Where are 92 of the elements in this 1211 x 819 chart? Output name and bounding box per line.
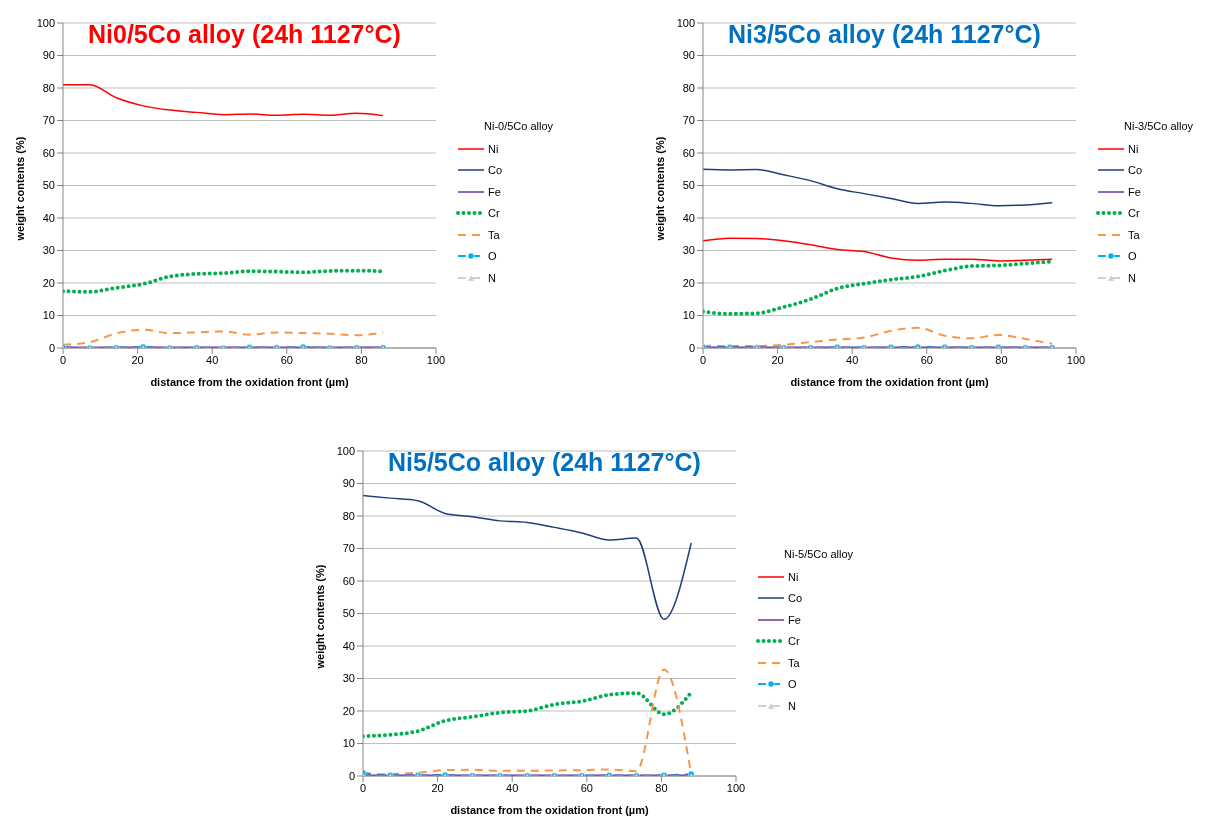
y-tick-label: 40 xyxy=(342,639,355,652)
x-tick-label: 80 xyxy=(995,353,1008,366)
legend-label: Ni xyxy=(488,142,499,155)
x-tick-label: 40 xyxy=(506,781,519,794)
y-tick-label: 80 xyxy=(682,81,695,94)
legend-label: Cr xyxy=(1128,207,1140,220)
legend-label: Co xyxy=(788,592,803,605)
x-tick-label: 100 xyxy=(426,353,446,366)
legend-title: Ni-3/5Co alloy xyxy=(1124,120,1194,132)
x-tick-label: 80 xyxy=(655,781,668,794)
y-tick-label: 60 xyxy=(42,146,55,159)
x-tick-label: 60 xyxy=(580,781,593,794)
x-tick-label: 80 xyxy=(355,353,368,366)
y-tick-label: 100 xyxy=(336,444,355,457)
legend-label: Co xyxy=(488,164,503,177)
y-tick-label: 60 xyxy=(342,574,355,587)
x-tick-label: 0 xyxy=(359,781,367,794)
y-axis-title: weight contents (%) xyxy=(13,136,26,242)
line-series xyxy=(363,494,692,621)
line-series xyxy=(363,690,694,739)
legend-title: Ni-0/5Co alloy xyxy=(484,120,554,132)
line-series xyxy=(363,668,693,776)
y-axis-title: weight contents (%) xyxy=(313,564,326,670)
y-tick-label: 90 xyxy=(42,49,55,62)
legend-label: N xyxy=(488,271,496,284)
line-series xyxy=(703,326,1054,348)
x-axis-title: distance from the oxidation front (µm) xyxy=(150,376,349,388)
y-tick-label: 50 xyxy=(42,179,55,192)
x-tick-label: 20 xyxy=(131,353,144,366)
y-tick-label: 100 xyxy=(36,16,55,29)
y-tick-label: 30 xyxy=(342,672,355,685)
chart-title: Ni0/5Co alloy (24h 1127°C) xyxy=(88,20,401,49)
y-tick-label: 70 xyxy=(682,114,695,127)
legend-label: Fe xyxy=(788,613,801,626)
x-tick-label: 60 xyxy=(280,353,293,366)
y-tick-label: 50 xyxy=(682,179,695,192)
y-tick-label: 40 xyxy=(42,211,55,224)
legend-label: N xyxy=(788,699,796,712)
y-tick-label: 50 xyxy=(342,607,355,620)
line-series xyxy=(703,168,1053,207)
y-tick-label: 20 xyxy=(342,704,355,717)
line-series xyxy=(63,328,385,346)
legend-label: Cr xyxy=(488,207,500,220)
x-tick-label: 0 xyxy=(59,353,67,366)
y-tick-label: 30 xyxy=(42,244,55,257)
y-tick-label: 70 xyxy=(342,542,355,555)
y-tick-label: 20 xyxy=(42,276,55,289)
chart-title: Ni5/5Co alloy (24h 1127°C) xyxy=(388,448,701,477)
y-tick-label: 60 xyxy=(682,146,695,159)
legend-label: O xyxy=(788,678,797,691)
legend-label: Fe xyxy=(488,185,501,198)
y-tick-label: 90 xyxy=(342,477,355,490)
y-tick-label: 100 xyxy=(676,16,695,29)
y-tick-label: 10 xyxy=(682,309,695,322)
x-tick-label: 20 xyxy=(431,781,444,794)
x-tick-label: 20 xyxy=(771,353,784,366)
x-tick-label: 100 xyxy=(726,781,746,794)
legend-label: Cr xyxy=(788,635,800,648)
x-tick-label: 100 xyxy=(1066,353,1086,366)
legend-title: Ni-5/5Co alloy xyxy=(784,548,854,560)
y-tick-label: 20 xyxy=(682,276,695,289)
x-tick-label: 40 xyxy=(206,353,219,366)
legend-label: Ta xyxy=(788,656,800,669)
y-tick-label: 40 xyxy=(682,211,695,224)
y-axis-title: weight contents (%) xyxy=(653,136,666,242)
legend-label: Co xyxy=(1128,164,1143,177)
y-tick-label: 70 xyxy=(42,114,55,127)
line-series xyxy=(63,84,384,117)
x-axis-title: distance from the oxidation front (µm) xyxy=(790,376,989,388)
y-tick-label: 90 xyxy=(682,49,695,62)
legend-label: N xyxy=(1128,271,1136,284)
y-tick-label: 80 xyxy=(342,509,355,522)
legend-label: Ta xyxy=(488,228,500,241)
y-tick-label: 30 xyxy=(682,244,695,257)
y-tick-label: 10 xyxy=(342,737,355,750)
y-tick-label: 80 xyxy=(42,81,55,94)
legend-label: Fe xyxy=(1128,185,1141,198)
y-tick-label: 0 xyxy=(688,341,695,354)
legend-label: O xyxy=(1128,250,1137,263)
y-tick-label: 10 xyxy=(42,309,55,322)
x-tick-label: 0 xyxy=(699,353,707,366)
x-tick-label: 40 xyxy=(846,353,859,366)
y-tick-label: 0 xyxy=(48,341,55,354)
x-axis-title: distance from the oxidation front (µm) xyxy=(450,804,649,816)
legend-label: Ni xyxy=(1128,142,1139,155)
line-series xyxy=(703,237,1053,262)
legend-label: Ni xyxy=(788,570,799,583)
chart-title: Ni3/5Co alloy (24h 1127°C) xyxy=(728,20,1041,49)
x-tick-label: 60 xyxy=(920,353,933,366)
y-tick-label: 0 xyxy=(348,769,355,782)
legend-label: Ta xyxy=(1128,228,1140,241)
legend-label: O xyxy=(488,250,497,263)
